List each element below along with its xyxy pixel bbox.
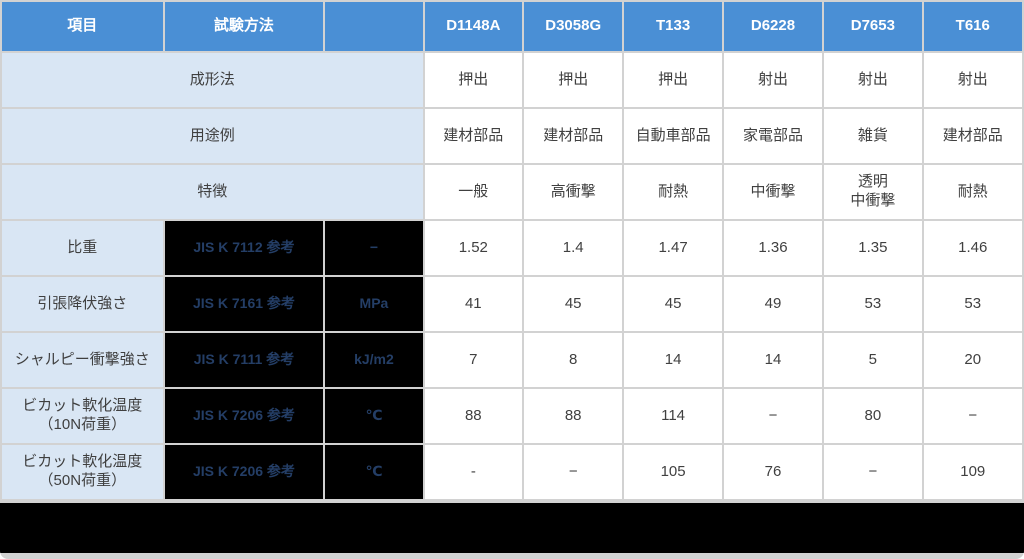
value-cell: − [524,445,623,499]
value-cell: 建材部品 [524,109,623,163]
table-row-vicat-10n: ビカット軟化温度 （10N荷重） JIS K 7206 参考 ℃ 88 88 1… [2,389,1022,443]
table-row-applications: 用途例 建材部品 建材部品 自動車部品 家電部品 雑貨 建材部品 [2,109,1022,163]
test-method-cell-redacted: JIS K 7112 参考 [164,221,324,275]
value-cell: 5 [824,333,922,387]
value-cell: 射出 [923,53,1022,107]
table-row-tensile-yield: 引張降伏強さ JIS K 7161 参考 MPa 41 45 45 49 53 … [2,277,1022,331]
row-label: 引張降伏強さ [2,277,163,331]
header-item: 項目 [2,2,163,51]
header-test-method: 試験方法 [164,2,324,51]
value-cell: 45 [524,277,623,331]
value-cell: 中衝撃 [723,165,823,219]
value-cell: − [824,445,922,499]
row-label: ビカット軟化温度 （10N荷重） [2,389,163,443]
value-cell: 80 [824,389,922,443]
table-row-features: 特徴 一般 高衝撃 耐熱 中衝撃 透明 中衝撃 耐熱 [2,165,1022,219]
value-cell: 1.36 [723,221,823,275]
value-cell: 雑貨 [824,109,922,163]
value-cell: 8 [524,333,623,387]
value-cell: 自動車部品 [624,109,722,163]
value-cell: 透明 中衝撃 [824,165,922,219]
table-row-molding: 成形法 押出 押出 押出 射出 射出 射出 [2,53,1022,107]
grade-column-header: D1148A [424,2,522,51]
grade-column-header: T133 [624,2,722,51]
value-cell: 押出 [624,53,722,107]
test-method-cell-redacted: JIS K 7161 参考 [164,277,324,331]
value-cell: 14 [723,333,823,387]
unit-cell-redacted: ℃ [325,445,423,499]
value-cell: 105 [624,445,722,499]
value-cell: 一般 [424,165,522,219]
value-cell: 14 [624,333,722,387]
value-cell: - [424,445,522,499]
value-cell: 1.46 [923,221,1022,275]
unit-cell-redacted: ℃ [325,389,423,443]
value-cell: 7 [424,333,522,387]
value-cell: 1.35 [824,221,922,275]
row-label: シャルピー衝撃強さ [2,333,163,387]
value-cell: − [923,389,1022,443]
table-row-vicat-50n: ビカット軟化温度 （50N荷重） JIS K 7206 参考 ℃ - − 105… [2,445,1022,499]
value-cell: 49 [723,277,823,331]
unit-cell-redacted: kJ/m2 [325,333,423,387]
value-cell: 88 [524,389,623,443]
value-cell: 押出 [424,53,522,107]
row-label: 成形法 [2,53,423,107]
value-cell: 41 [424,277,522,331]
value-cell: 耐熱 [923,165,1022,219]
value-cell: 高衝撃 [524,165,623,219]
value-cell: 耐熱 [624,165,722,219]
value-cell: 1.52 [424,221,522,275]
row-label: 比重 [2,221,163,275]
value-cell: 射出 [723,53,823,107]
redacted-footer-bar [0,503,1024,553]
value-cell: 建材部品 [424,109,522,163]
value-cell: 1.47 [624,221,722,275]
value-cell: 押出 [524,53,623,107]
value-cell: 建材部品 [923,109,1022,163]
value-cell: − [723,389,823,443]
grade-column-header: D3058G [524,2,623,51]
header-row: 項目 試験方法 D1148A D3058G T133 D6228 D7653 T… [2,2,1022,51]
value-cell: 88 [424,389,522,443]
table-row-charpy-impact: シャルピー衝撃強さ JIS K 7111 参考 kJ/m2 7 8 14 14 … [2,333,1022,387]
row-label: ビカット軟化温度 （50N荷重） [2,445,163,499]
table-row-specific-gravity: 比重 JIS K 7112 参考 − 1.52 1.4 1.47 1.36 1.… [2,221,1022,275]
test-method-cell-redacted: JIS K 7206 参考 [164,389,324,443]
header-unit [325,2,423,51]
value-cell: 家電部品 [723,109,823,163]
row-label: 用途例 [2,109,423,163]
value-cell: 1.4 [524,221,623,275]
row-label: 特徴 [2,165,423,219]
value-cell: 114 [624,389,722,443]
value-cell: 76 [723,445,823,499]
unit-cell-redacted: − [325,221,423,275]
value-cell: 20 [923,333,1022,387]
value-cell: 45 [624,277,722,331]
value-cell: 53 [923,277,1022,331]
grade-column-header: T616 [923,2,1022,51]
unit-cell-redacted: MPa [325,277,423,331]
test-method-cell-redacted: JIS K 7111 参考 [164,333,324,387]
value-cell: 射出 [824,53,922,107]
spec-table: 項目 試験方法 D1148A D3058G T133 D6228 D7653 T… [2,2,1022,499]
value-cell: 109 [923,445,1022,499]
value-cell: 53 [824,277,922,331]
grade-column-header: D7653 [824,2,922,51]
grade-column-header: D6228 [723,2,823,51]
test-method-cell-redacted: JIS K 7206 参考 [164,445,324,499]
